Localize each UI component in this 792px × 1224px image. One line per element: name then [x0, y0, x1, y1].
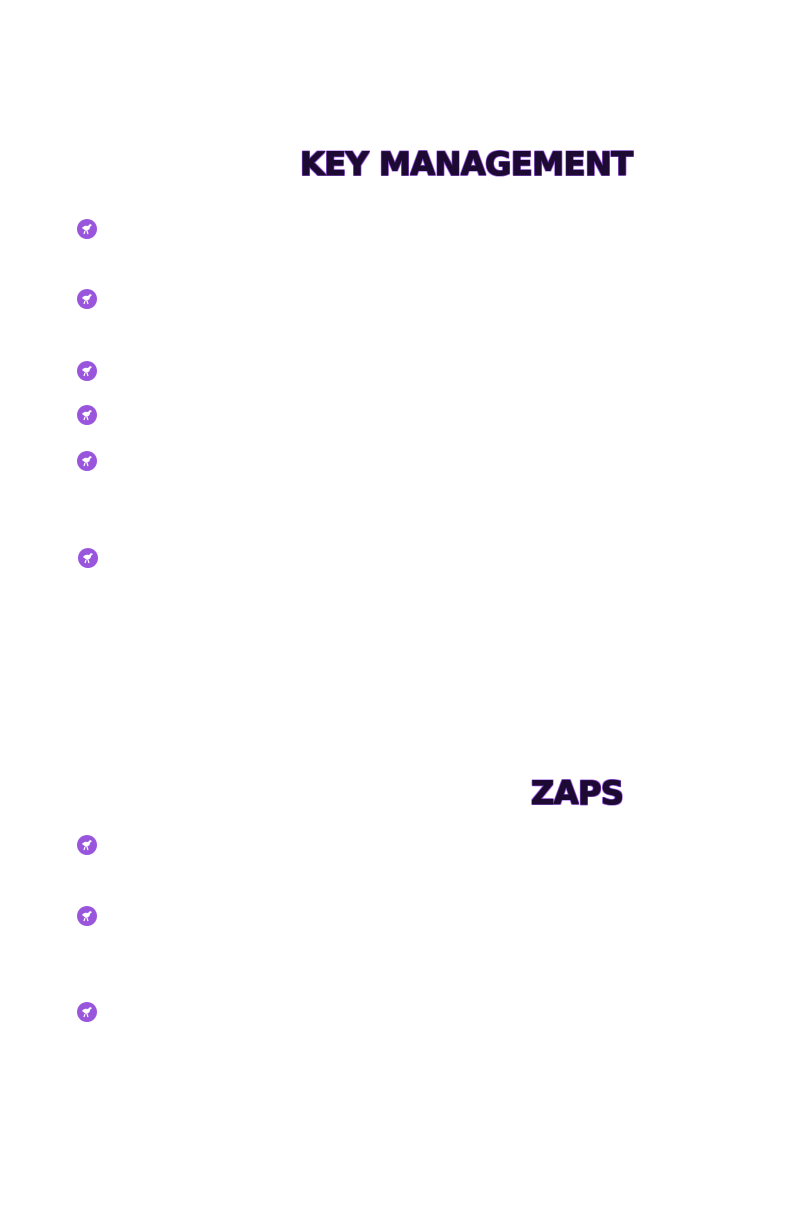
zaps-heading: ZAPS [531, 774, 625, 813]
ostrich-icon [77, 361, 97, 381]
key-management-heading: KEY MANAGEMENT [300, 145, 634, 184]
ostrich-icon [77, 835, 97, 855]
ostrich-icon [77, 906, 97, 926]
ostrich-icon [77, 289, 97, 309]
ostrich-icon [77, 219, 97, 239]
ostrich-icon [77, 405, 97, 425]
ostrich-icon [77, 1002, 97, 1022]
ostrich-icon [78, 548, 98, 568]
ostrich-icon [77, 451, 97, 471]
